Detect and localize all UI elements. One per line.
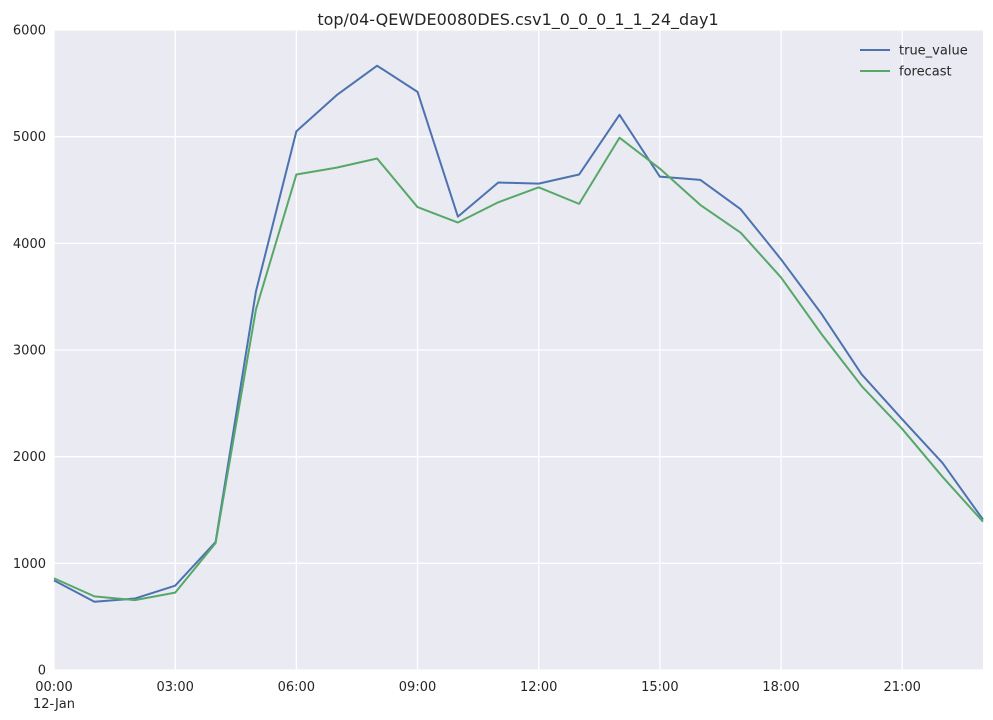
series-line-forecast: [53, 136, 984, 602]
y-axis-tick-labels: 0 1000 2000 3000 4000 5000 6000: [13, 24, 46, 679]
x-tick-label: 03:00: [156, 680, 193, 695]
y-tick-label: 0: [38, 664, 46, 679]
chart-title: top/04-QEWDE0080DES.csv1_0_0_0_1_1_24_da…: [317, 10, 718, 30]
x-tick-label: 09:00: [399, 680, 436, 695]
y-tick-label: 6000: [13, 24, 46, 39]
x-tick-label: 18:00: [762, 680, 799, 695]
legend-label-forecast: forecast: [899, 65, 952, 80]
y-tick-label: 1000: [13, 557, 46, 572]
x-axis-tick-labels: 00:00 03:00 06:00 09:00 12:00 15:00 18:00 21:00: [35, 680, 921, 695]
y-tick-label: 4000: [13, 237, 46, 252]
y-tick-label: 3000: [13, 344, 46, 359]
x-tick-label: 00:00: [35, 680, 72, 695]
y-tick-label: 5000: [13, 130, 46, 145]
legend: true_value forecast: [860, 44, 968, 80]
y-tick-label: 2000: [13, 450, 46, 465]
series-line-true-value: [53, 64, 984, 603]
grid-lines: [53, 29, 983, 671]
x-tick-label: 12:00: [520, 680, 557, 695]
series-lines: [53, 64, 984, 603]
legend-label-true-value: true_value: [899, 44, 968, 59]
x-tick-label: 21:00: [883, 680, 920, 695]
x-axis-date-label: 12-Jan: [33, 697, 75, 712]
x-tick-label: 15:00: [641, 680, 678, 695]
x-tick-label: 06:00: [278, 680, 315, 695]
